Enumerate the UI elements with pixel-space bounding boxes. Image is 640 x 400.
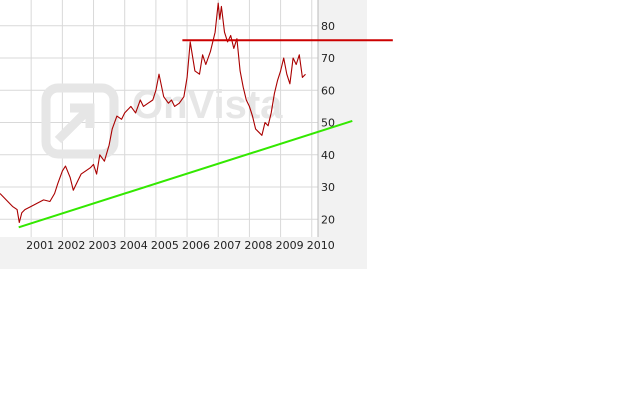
chart-trendlines bbox=[18, 39, 393, 229]
y-tick-label: 60 bbox=[321, 84, 335, 97]
x-tick-label: 2003 bbox=[89, 239, 117, 252]
onvista-watermark: OnVista bbox=[41, 83, 283, 159]
y-tick-label: 70 bbox=[321, 52, 335, 65]
x-tick-label: 2002 bbox=[57, 239, 85, 252]
x-tick-label: 2004 bbox=[120, 239, 148, 252]
y-tick-label: 20 bbox=[321, 213, 335, 226]
chart-series bbox=[0, 2, 306, 224]
y-tick-label: 80 bbox=[321, 20, 335, 33]
support-trendline bbox=[18, 119, 353, 229]
x-tick-label: 2005 bbox=[151, 239, 179, 252]
x-axis-ticks: 2001 2002 2003 2004 2005 2006 2007 2008 2009 2010 bbox=[26, 239, 335, 252]
watermark-text: OnVista bbox=[132, 83, 283, 127]
x-tick-label: 2001 bbox=[26, 239, 54, 252]
x-tick-label: 2009 bbox=[276, 239, 304, 252]
y-tick-label: 40 bbox=[321, 149, 335, 162]
x-tick-label: 2007 bbox=[213, 239, 241, 252]
y-tick-label: 30 bbox=[321, 181, 335, 194]
y-tick-label: 50 bbox=[321, 117, 335, 130]
x-tick-label: 2008 bbox=[244, 239, 272, 252]
watermark-logo-arrow bbox=[54, 103, 95, 144]
y-axis-ticks: 20 30 40 50 60 70 80 bbox=[321, 20, 335, 226]
x-tick-label: 2010 bbox=[307, 239, 335, 252]
x-tick-label: 2006 bbox=[182, 239, 210, 252]
price-series-line bbox=[0, 2, 306, 224]
watermark-logo-frame bbox=[41, 83, 119, 159]
